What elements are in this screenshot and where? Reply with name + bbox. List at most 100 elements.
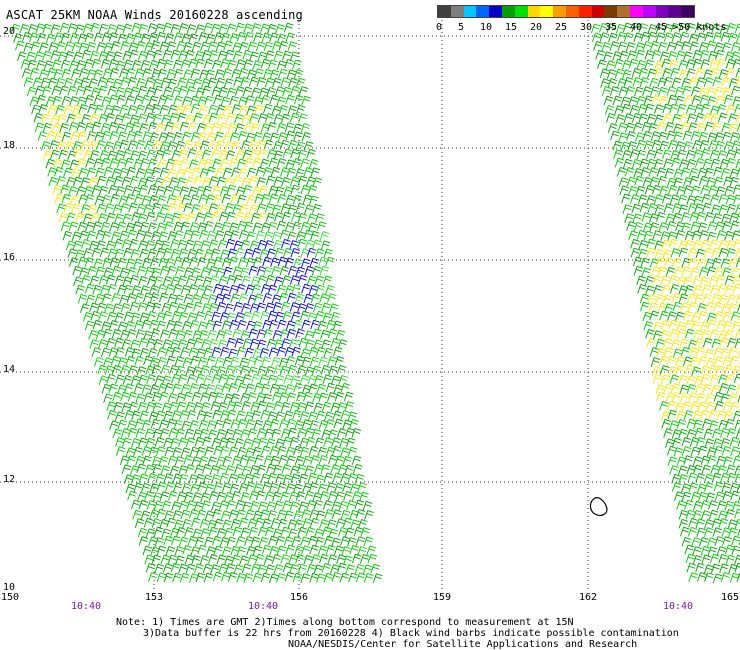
wind-barb: [271, 105, 282, 116]
wind-barb: [41, 113, 51, 124]
wind-barb: [73, 148, 84, 159]
wind-barb: [317, 320, 328, 331]
wind-barb: [211, 86, 222, 97]
wind-barb: [173, 221, 184, 232]
wind-barb: [163, 437, 173, 448]
wind-barb: [249, 149, 260, 159]
wind-barb: [86, 69, 97, 79]
wind-barb: [703, 564, 714, 574]
wind-barb: [125, 95, 135, 105]
wind-barb: [309, 509, 319, 519]
wind-barb: [127, 105, 138, 115]
wind-barb: [239, 267, 250, 277]
wind-barb: [209, 465, 220, 475]
wind-barb: [211, 122, 221, 133]
wind-barb: [344, 401, 355, 411]
wind-barb: [79, 267, 89, 277]
wind-barb: [708, 185, 718, 195]
wind-barb: [354, 499, 364, 510]
wind-barb: [253, 96, 263, 107]
wind-barb: [240, 239, 251, 250]
wind-barb: [179, 121, 190, 132]
wind-barb: [94, 357, 104, 367]
wind-barb: [196, 186, 206, 196]
wind-barb: [192, 528, 203, 539]
wind-barb: [308, 482, 319, 492]
wind-barb: [69, 159, 80, 170]
wind-barb: [238, 229, 249, 240]
wind-barb: [294, 545, 304, 556]
wind-barb: [717, 510, 728, 520]
wind-barb: [121, 437, 132, 448]
wind-barb: [692, 410, 703, 420]
wind-barb: [726, 158, 736, 168]
wind-barb: [325, 446, 336, 457]
wind-barb: [634, 175, 644, 186]
wind-barb: [349, 544, 360, 555]
wind-barb: [282, 562, 293, 573]
wind-barb: [100, 284, 110, 295]
wind-barb: [129, 301, 140, 312]
legend-swatch: [540, 6, 554, 17]
wind-barb: [68, 221, 79, 232]
wind-barb: [254, 193, 264, 204]
wind-barb: [150, 257, 160, 267]
wind-barb: [50, 24, 61, 34]
wind-barb: [76, 59, 86, 70]
wind-barb: [238, 41, 249, 52]
wind-barb: [593, 41, 603, 51]
wind-barb: [113, 175, 124, 186]
wind-barb: [108, 184, 118, 195]
wind-barb: [719, 563, 729, 573]
wind-barb: [655, 384, 666, 394]
wind-barb: [313, 499, 324, 510]
wind-barb: [322, 275, 333, 286]
wind-barb: [696, 122, 707, 133]
wind-barb: [197, 96, 208, 106]
wind-barb: [157, 356, 167, 367]
wind-barb: [274, 86, 285, 96]
wind-barb: [303, 391, 313, 402]
wind-barb: [301, 132, 312, 142]
wind-barb: [306, 500, 317, 510]
wind-barb: [140, 510, 151, 521]
wind-barb: [253, 32, 263, 42]
wind-barb: [268, 482, 279, 493]
wind-barb: [210, 564, 220, 574]
wind-barb: [125, 258, 136, 269]
wind-barb: [154, 375, 165, 385]
wind-barb: [652, 321, 663, 332]
wind-barb: [714, 266, 724, 277]
wind-barb: [185, 49, 195, 60]
wind-barb: [179, 186, 189, 196]
wind-barb: [180, 158, 190, 168]
wind-barb: [53, 159, 63, 169]
wind-barb: [640, 167, 651, 177]
wind-barb: [225, 563, 236, 573]
wind-barb: [191, 456, 201, 466]
wind-barb: [226, 400, 237, 411]
wind-barb: [657, 41, 668, 52]
wind-barb: [73, 276, 83, 287]
wind-barb: [144, 77, 155, 87]
wind-barb: [734, 519, 740, 529]
wind-barb: [670, 248, 681, 258]
wind-barb: [669, 283, 680, 294]
wind-barb: [319, 231, 330, 241]
wind-barb: [319, 553, 329, 564]
wind-barb: [650, 86, 660, 96]
wind-barb: [152, 78, 163, 89]
wind-barb: [147, 311, 157, 321]
wind-barb: [694, 103, 704, 114]
wind-barb: [259, 249, 269, 259]
wind-barb: [289, 564, 299, 574]
wind-barb: [332, 445, 342, 456]
wind-barb: [621, 103, 632, 114]
wind-barb: [671, 339, 681, 349]
wind-barb: [95, 229, 106, 240]
lat-label: 12: [3, 474, 16, 485]
wind-barb: [293, 483, 303, 494]
wind-barb: [260, 572, 271, 583]
wind-barb: [81, 239, 91, 249]
wind-barb: [178, 465, 188, 475]
